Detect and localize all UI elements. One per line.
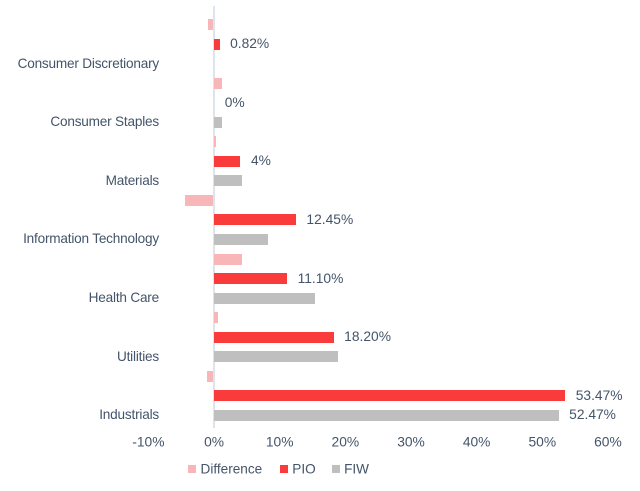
legend-label-pio: PIO <box>292 461 316 477</box>
bar-difference-consumer-staples <box>214 77 222 89</box>
bar-difference-information-technology <box>185 194 214 206</box>
category-label-industrials: Industrials <box>99 407 159 423</box>
bar-difference-materials <box>214 136 217 148</box>
bar-pio-materials <box>214 155 241 167</box>
bar-fiw-materials <box>214 175 242 187</box>
data-label-pio-consumer-discretionary: 0.82% <box>230 36 270 52</box>
legend-swatch-difference <box>188 464 196 473</box>
legend-label-fiw: FIW <box>344 461 370 477</box>
data-label-pio-health-care: 11.10% <box>297 270 344 286</box>
data-label-pio-consumer-staples: 0% <box>224 94 245 110</box>
x-tick-30pct: 30% <box>397 434 425 450</box>
bar-fiw-health-care <box>214 292 316 304</box>
data-label-pio-utilities: 18.20% <box>344 329 391 345</box>
category-label-health-care: Health Care <box>88 290 160 306</box>
bar-fiw-consumer-staples <box>214 116 222 128</box>
data-label-pio-materials: 4% <box>250 153 271 169</box>
x-tick-20pct: 20% <box>331 434 360 450</box>
legend-label-difference: Difference <box>200 461 263 477</box>
bar-pio-information-technology <box>214 214 296 226</box>
bar-pio-health-care <box>214 273 288 285</box>
category-label-consumer-staples: Consumer Staples <box>50 114 159 130</box>
legend-swatch-pio <box>279 464 288 473</box>
bar-difference-industrials <box>206 370 214 382</box>
legend-swatch-fiw <box>331 464 340 473</box>
zero-axis-line <box>212 6 215 428</box>
data-label-fiw-industrials: 52.47% <box>569 407 616 423</box>
x-tick-40pct: 40% <box>462 434 491 450</box>
bar-fiw-industrials <box>214 409 559 421</box>
category-label-materials: Materials <box>105 173 160 189</box>
bar-difference-health-care <box>214 253 243 265</box>
data-label-pio-industrials: 53.47% <box>575 388 623 404</box>
x-tick-0pct: 0% <box>204 434 225 450</box>
x-tick-60pct: 60% <box>594 434 622 450</box>
bar-pio-consumer-discretionary <box>214 38 220 50</box>
x-tick-neg10pct: -10% <box>132 434 165 450</box>
category-label-information-technology: Information Technology <box>23 231 159 247</box>
bar-fiw-utilities <box>214 351 338 363</box>
category-label-consumer-discretionary: Consumer Discretionary <box>17 55 160 71</box>
x-tick-50pct: 50% <box>528 434 557 450</box>
data-label-pio-information-technology: 12.45% <box>306 212 354 228</box>
category-label-utilities: Utilities <box>116 348 159 364</box>
bar-pio-industrials <box>214 390 566 402</box>
x-tick-10pct: 10% <box>265 434 294 450</box>
bar-pio-utilities <box>214 331 334 343</box>
bar-difference-utilities <box>214 312 219 324</box>
bar-fiw-information-technology <box>214 233 268 245</box>
bar-difference-consumer-discretionary <box>208 19 214 30</box>
